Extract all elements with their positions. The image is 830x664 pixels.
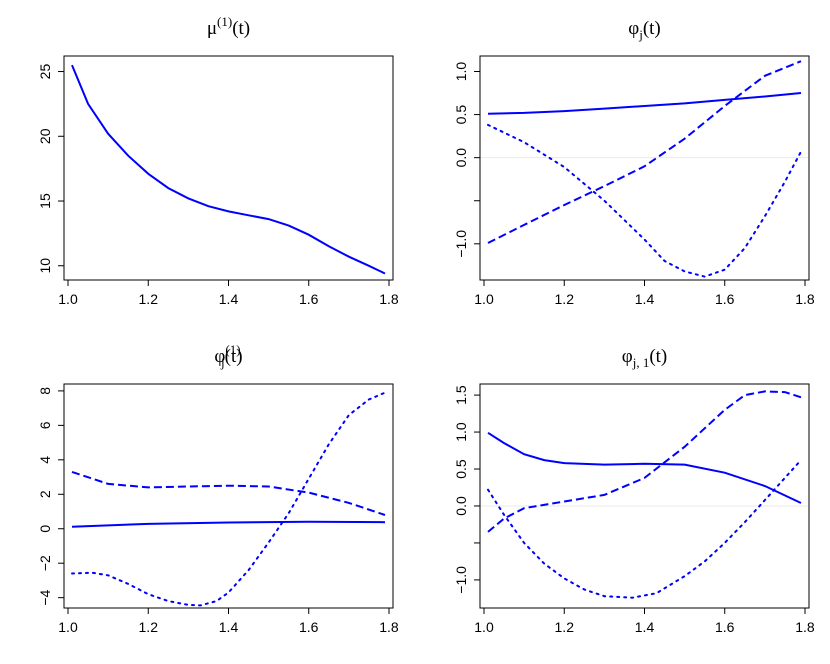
series-line-dashed <box>487 60 802 244</box>
series-line-dotted <box>71 391 386 607</box>
y-tick-label: 0.0 <box>453 148 469 168</box>
chart-panel-phi-j: φj(t) 1.0 1.2 1.4 1.6 1.8 −1.0 0.0 0.5 1.0 <box>453 18 815 307</box>
x-tick-label: 1.2 <box>139 619 159 635</box>
x-tick-label: 1.4 <box>635 619 655 635</box>
chart-title: μ(1)(t) <box>207 14 250 39</box>
x-tick-label: 1.0 <box>474 291 494 307</box>
chart-panel-mu-derivative: μ(1)(t) 1.0 1.2 1.4 1.6 1.8 10 15 20 25 <box>37 14 399 307</box>
y-tick-label: 15 <box>37 193 53 209</box>
series-line-dotted <box>487 123 802 278</box>
chart-panel-phi-j-derivative: φ(1) j(t) 1.0 1.2 1.4 1.6 1.8 −4 −2 0 2 4 6 8 <box>37 342 399 635</box>
series-line-solid <box>71 520 386 528</box>
x-tick-label: 1.6 <box>715 291 735 307</box>
y-tick-label: −1.0 <box>453 230 469 258</box>
series-line-solid <box>71 64 386 275</box>
chart-title: φ(1) j(t) <box>214 342 242 370</box>
y-tick-label: −1.0 <box>453 566 469 594</box>
chart-title: φj(t) <box>628 18 661 42</box>
x-tick-label: 1.4 <box>635 291 655 307</box>
y-tick-label: 1.5 <box>453 385 469 405</box>
x-tick-label: 1.0 <box>58 291 78 307</box>
series-line-solid <box>487 431 802 504</box>
series-line-dashed <box>71 470 386 516</box>
x-tick-label: 1.6 <box>299 291 319 307</box>
x-tick-label: 1.2 <box>555 291 575 307</box>
x-tick-label: 1.8 <box>379 291 399 307</box>
y-tick-label: 2 <box>37 490 53 498</box>
x-tick-label: 1.8 <box>379 619 399 635</box>
y-tick-label: 0.5 <box>453 459 469 479</box>
x-tick-label: 1.0 <box>474 619 494 635</box>
y-tick-label: 8 <box>37 387 53 395</box>
y-tick-label: 6 <box>37 421 53 429</box>
y-tick-label: 0.5 <box>453 105 469 125</box>
y-tick-label: −2 <box>37 555 53 571</box>
y-tick-label: 4 <box>37 456 53 464</box>
y-tick-label: 0 <box>37 525 53 533</box>
x-tick-label: 1.6 <box>299 619 319 635</box>
chart-panel-phi-j1: φj, 1(t) 1.0 1.2 1.4 1.6 1.8 −1.0 0.0 0.5 1.0 1.5 <box>453 346 815 635</box>
x-tick-label: 1.2 <box>555 619 575 635</box>
x-tick-label: 1.6 <box>715 619 735 635</box>
x-tick-label: 1.4 <box>219 619 239 635</box>
chart-title: φj, 1(t) <box>622 346 668 370</box>
y-tick-label: 1.0 <box>453 422 469 442</box>
y-tick-label: 1.0 <box>453 62 469 82</box>
plot-frame <box>479 55 810 281</box>
y-tick-label: −4 <box>37 589 53 605</box>
y-tick-label: 20 <box>37 128 53 144</box>
plot-frame <box>63 383 394 609</box>
plot-frame <box>479 383 810 609</box>
plot-frame <box>63 55 394 281</box>
series-line-dashed <box>487 390 802 533</box>
x-tick-label: 1.2 <box>139 291 159 307</box>
series-line-dotted <box>487 459 802 599</box>
x-tick-label: 1.4 <box>219 291 239 307</box>
y-tick-label: 0.0 <box>453 496 469 516</box>
series-line-solid <box>487 92 802 115</box>
x-tick-label: 1.8 <box>795 291 815 307</box>
x-tick-label: 1.8 <box>795 619 815 635</box>
y-tick-label: 10 <box>37 258 53 274</box>
x-tick-label: 1.0 <box>58 619 78 635</box>
y-tick-label: 25 <box>37 64 53 80</box>
